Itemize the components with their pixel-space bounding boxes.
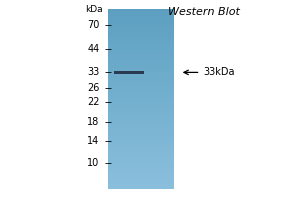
- Bar: [108, 133, 174, 135]
- Bar: [108, 117, 174, 119]
- Bar: [108, 175, 174, 178]
- Bar: [108, 124, 174, 126]
- Bar: [108, 184, 174, 187]
- Bar: [108, 59, 174, 61]
- Text: 26: 26: [87, 83, 100, 93]
- Bar: [108, 50, 174, 52]
- Bar: [108, 88, 174, 90]
- Bar: [108, 99, 174, 101]
- Text: 14: 14: [87, 136, 100, 146]
- Bar: [108, 74, 174, 77]
- Bar: [108, 16, 174, 18]
- Bar: [108, 77, 174, 79]
- Bar: [108, 178, 174, 180]
- Bar: [108, 56, 174, 59]
- Bar: [108, 121, 174, 124]
- Bar: [108, 41, 174, 43]
- Bar: [108, 25, 174, 27]
- Bar: [108, 81, 174, 83]
- Bar: [114, 71, 144, 74]
- Bar: [108, 162, 174, 164]
- Bar: [108, 169, 174, 171]
- Bar: [108, 32, 174, 34]
- Bar: [108, 86, 174, 88]
- Bar: [108, 182, 174, 184]
- Text: 44: 44: [87, 44, 100, 54]
- Bar: [108, 38, 174, 41]
- Bar: [108, 92, 174, 95]
- Bar: [108, 112, 174, 115]
- Bar: [108, 146, 174, 148]
- Bar: [108, 164, 174, 166]
- Bar: [108, 61, 174, 63]
- Bar: [108, 137, 174, 139]
- Bar: [108, 90, 174, 92]
- Text: Western Blot: Western Blot: [168, 7, 239, 17]
- Bar: [108, 130, 174, 133]
- Bar: [108, 14, 174, 16]
- Bar: [108, 45, 174, 47]
- Bar: [108, 110, 174, 112]
- Bar: [108, 187, 174, 189]
- Bar: [108, 171, 174, 173]
- Text: 18: 18: [87, 117, 100, 127]
- Bar: [108, 34, 174, 36]
- Bar: [108, 153, 174, 155]
- Bar: [108, 43, 174, 45]
- Bar: [108, 180, 174, 182]
- Bar: [108, 72, 174, 74]
- Text: kDa: kDa: [85, 5, 102, 14]
- Bar: [108, 144, 174, 146]
- Bar: [108, 65, 174, 68]
- Bar: [108, 157, 174, 160]
- Bar: [108, 68, 174, 70]
- Bar: [108, 95, 174, 97]
- Bar: [108, 135, 174, 137]
- Bar: [108, 160, 174, 162]
- Bar: [108, 23, 174, 25]
- Bar: [108, 173, 174, 175]
- Text: 22: 22: [87, 97, 100, 107]
- Bar: [108, 47, 174, 50]
- Bar: [108, 83, 174, 86]
- Bar: [108, 128, 174, 130]
- Bar: [108, 166, 174, 169]
- Bar: [108, 12, 174, 14]
- Text: 33kDa: 33kDa: [203, 67, 235, 77]
- Bar: [108, 97, 174, 99]
- Bar: [108, 155, 174, 157]
- Text: 10: 10: [87, 158, 100, 168]
- Bar: [108, 115, 174, 117]
- Bar: [108, 151, 174, 153]
- Bar: [108, 101, 174, 104]
- Bar: [108, 139, 174, 142]
- Bar: [108, 29, 174, 32]
- Bar: [108, 18, 174, 20]
- Bar: [108, 142, 174, 144]
- Bar: [108, 148, 174, 151]
- Bar: [108, 126, 174, 128]
- Bar: [108, 36, 174, 38]
- Text: 33: 33: [87, 67, 100, 77]
- Bar: [108, 106, 174, 108]
- Bar: [108, 79, 174, 81]
- Bar: [108, 9, 174, 12]
- Bar: [108, 119, 174, 121]
- Bar: [108, 20, 174, 23]
- Bar: [108, 52, 174, 54]
- Bar: [108, 70, 174, 72]
- Bar: [108, 108, 174, 110]
- Bar: [108, 27, 174, 29]
- Text: 70: 70: [87, 20, 100, 30]
- Bar: [108, 54, 174, 56]
- Bar: [108, 63, 174, 65]
- Bar: [108, 104, 174, 106]
